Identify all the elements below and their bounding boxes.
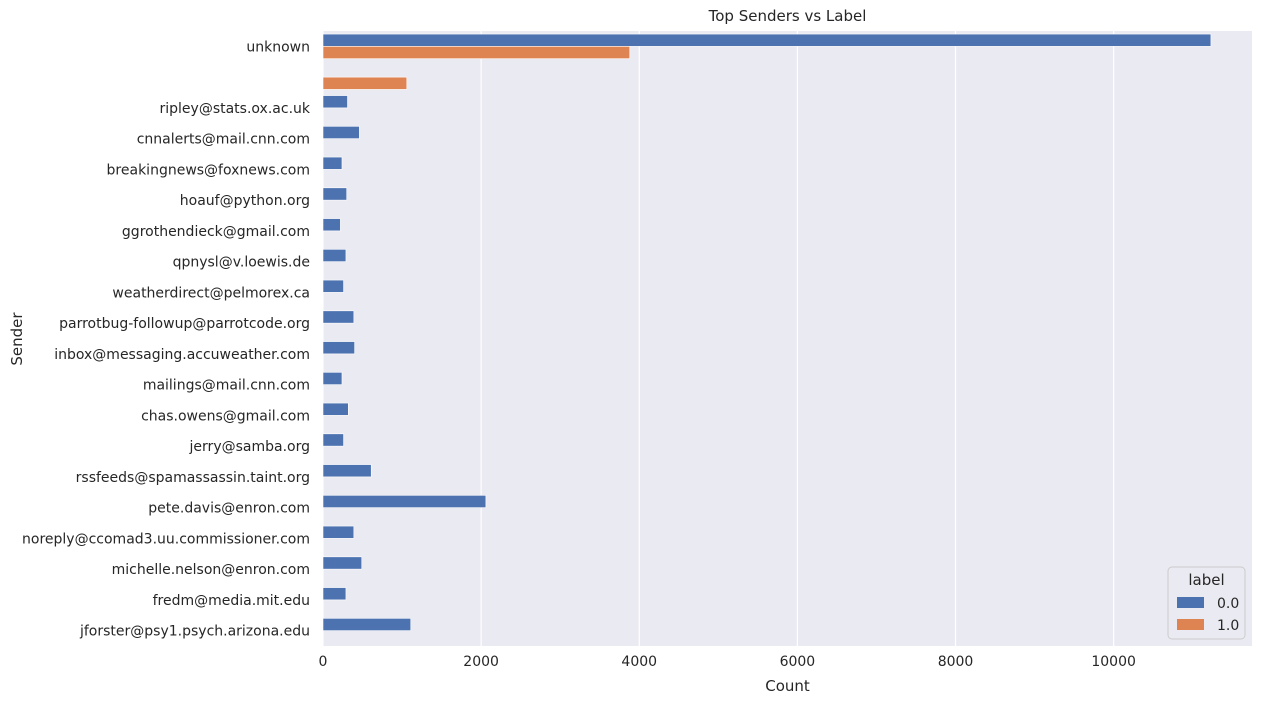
bar-weatherdirect@pelmorex.ca-0.0 <box>322 279 344 293</box>
y-tick-label: breakingnews@foxnews.com <box>107 162 310 178</box>
x-tick-label: 10000 <box>1091 654 1136 670</box>
bar-blank-1.0 <box>322 76 408 90</box>
bar-michelle.nelson@enron.com-0.0 <box>322 556 363 570</box>
bar-inbox@messaging.accuweather.com-0.0 <box>322 341 355 355</box>
y-tick-label: cnnalerts@mail.cnn.com <box>137 132 310 148</box>
y-tick-label: ggrothendieck@gmail.com <box>122 224 310 240</box>
y-tick-label: weatherdirect@pelmorex.ca <box>112 285 310 301</box>
y-tick-label: ripley@stats.ox.ac.uk <box>160 101 311 117</box>
y-tick-label: qpnysl@v.loewis.de <box>173 255 310 271</box>
y-tick-label: michelle.nelson@enron.com <box>112 562 310 578</box>
bar-hoauf@python.org-0.0 <box>322 187 348 201</box>
y-tick-label: jforster@psy1.psych.arizona.edu <box>79 624 310 640</box>
legend-swatch-0.0 <box>1177 597 1204 608</box>
bar-jerry@samba.org-0.0 <box>322 433 344 447</box>
bar-parrotbug-followup@parrotcode.org-0.0 <box>322 310 355 324</box>
y-tick-label: parrotbug-followup@parrotcode.org <box>59 316 310 332</box>
x-tick-label: 6000 <box>780 654 816 670</box>
y-tick-label: rssfeeds@spamassassin.taint.org <box>76 470 310 486</box>
x-axis-label: Count <box>765 677 810 695</box>
bar-rssfeeds@spamassassin.taint.org-0.0 <box>322 464 372 478</box>
bar-noreply@ccomad3.uu.commissioner.com-0.0 <box>322 525 355 539</box>
y-tick-labels: unknown ripley@stats.ox.ac.uk cnnalerts@ma… <box>22 39 311 639</box>
x-tick-labels: 0 2000 4000 6000 8000 10000 <box>319 654 1136 670</box>
legend: label 0.0 1.0 <box>1167 566 1246 640</box>
bar-qpnysl@v.loewis.de-0.0 <box>322 249 347 262</box>
y-tick-label: mailings@mail.cnn.com <box>143 378 310 394</box>
bar-ggrothendieck@gmail.com-0.0 <box>322 218 341 232</box>
bar-jforster@psy1.psych.arizona.edu-0.0 <box>322 618 412 631</box>
bar-mailings@mail.cnn.com-0.0 <box>322 372 343 385</box>
y-axis-label: Sender <box>8 312 26 366</box>
bars <box>322 33 1212 631</box>
plot-background <box>323 31 1252 646</box>
y-tick-label: noreply@ccomad3.uu.commissioner.com <box>22 531 310 547</box>
y-tick-label: chas.owens@gmail.com <box>141 408 310 424</box>
x-tick-label: 8000 <box>938 654 974 670</box>
bar-chas.owens@gmail.com-0.0 <box>322 402 349 416</box>
x-tick-label: 2000 <box>463 654 499 670</box>
y-tick-label: fredm@media.mit.edu <box>153 593 310 609</box>
y-tick-label: hoauf@python.org <box>180 193 310 209</box>
bar-pete.davis@enron.com-0.0 <box>322 495 487 508</box>
x-tick-label: 0 <box>319 654 328 670</box>
y-tick-label: unknown <box>246 39 310 55</box>
y-tick-label: pete.davis@enron.com <box>148 501 310 517</box>
bar-breakingnews@foxnews.com-0.0 <box>322 156 343 170</box>
x-tick-label: 4000 <box>621 654 657 670</box>
chart-title: Top Senders vs Label <box>708 7 867 25</box>
bar-ripley@stats.ox.ac.uk-0.0 <box>322 95 348 109</box>
y-tick-label: jerry@samba.org <box>189 439 310 455</box>
bar-unknown-0.0 <box>322 33 1212 47</box>
bar-cnnalerts@mail.cnn.com-0.0 <box>322 126 360 139</box>
legend-title: label <box>1188 571 1224 589</box>
legend-label-1.0: 1.0 <box>1217 618 1239 634</box>
y-tick-label: inbox@messaging.accuweather.com <box>54 347 310 363</box>
grid-lines <box>322 31 1115 646</box>
bar-fredm@media.mit.edu-0.0 <box>322 587 347 601</box>
legend-swatch-1.0 <box>1177 619 1204 630</box>
bar-unknown-1.0 <box>322 46 631 59</box>
legend-label-0.0: 0.0 <box>1217 596 1239 612</box>
